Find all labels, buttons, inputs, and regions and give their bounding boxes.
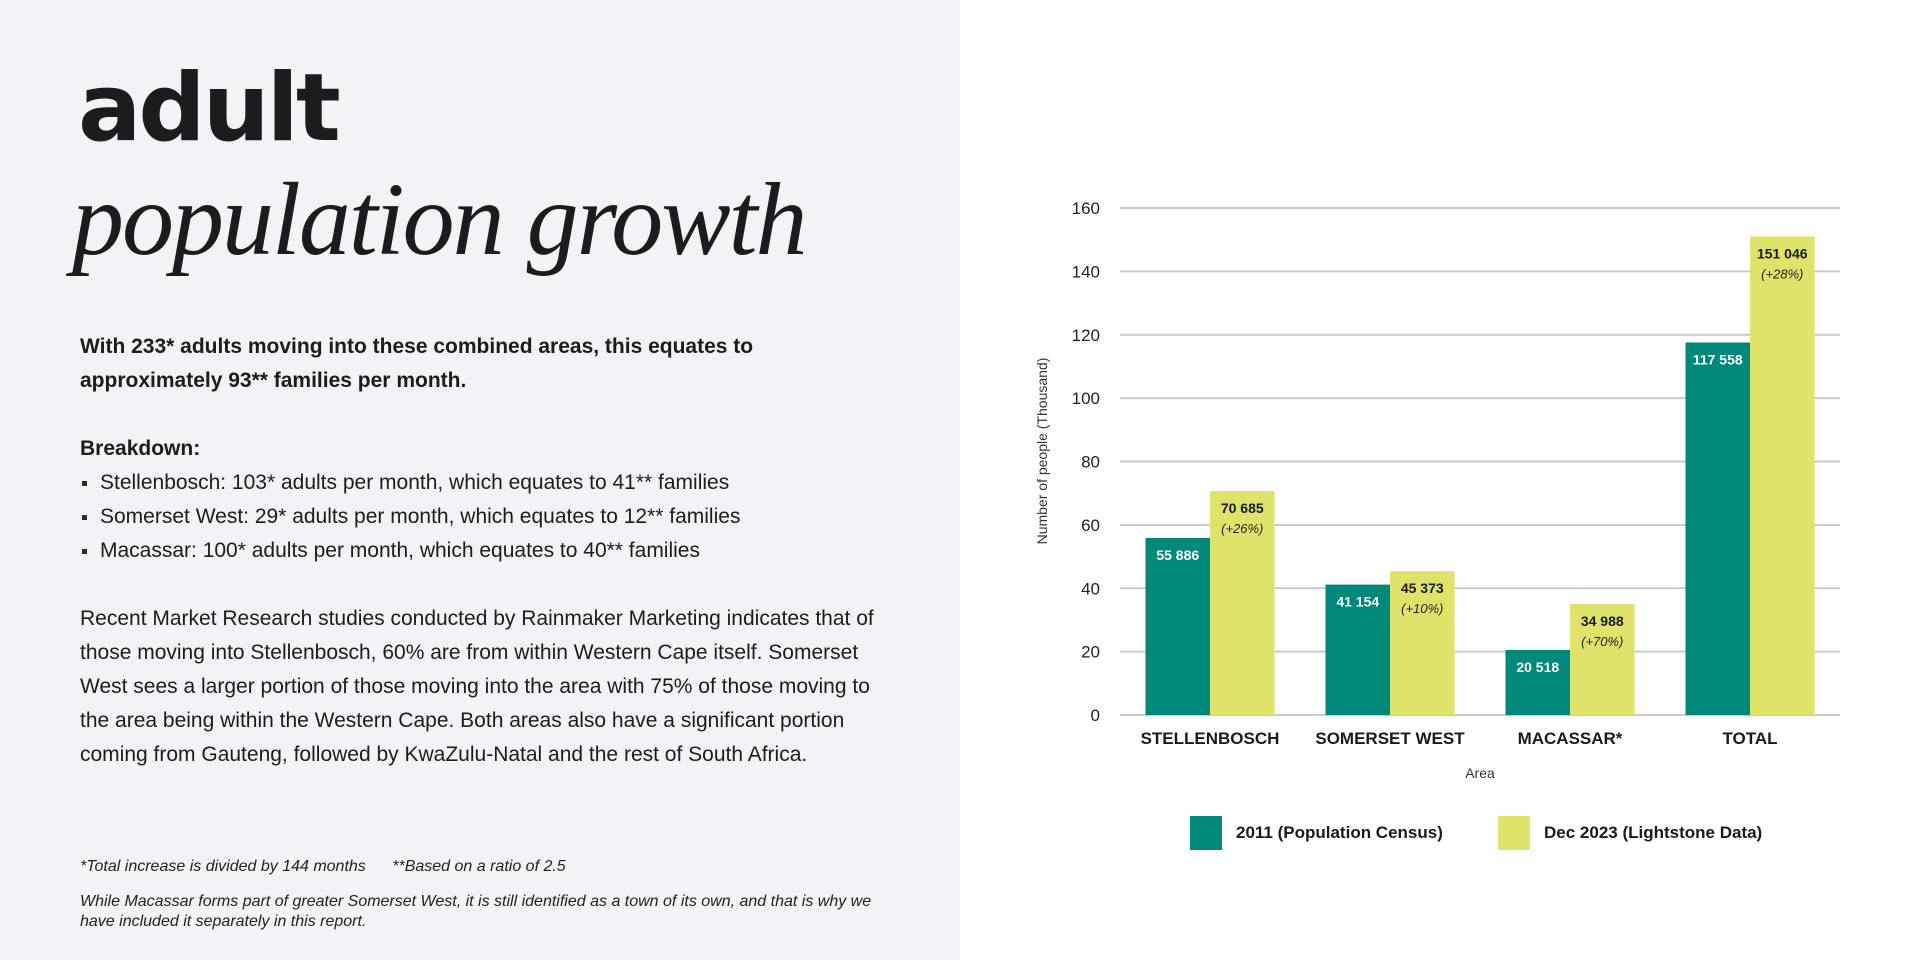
bar-change-label: (+10%) <box>1401 601 1443 616</box>
bar-value-label: 20 518 <box>1516 659 1559 675</box>
bar-2011 <box>1685 342 1750 715</box>
bar-2023 <box>1750 236 1815 715</box>
x-category-label: TOTAL <box>1722 729 1777 748</box>
breakdown-item: Stellenbosch: 103* adults per month, whi… <box>80 466 740 500</box>
y-axis-ticks: 0 20 40 60 80 100 120 140 160 <box>1072 199 1100 725</box>
x-category-label: STELLENBOSCH <box>1141 729 1280 748</box>
chart-panel: 0 20 40 60 80 100 120 140 160 55 886 70 685 (+26%)… <box>960 0 1920 960</box>
bar-2023 <box>1210 491 1275 715</box>
y-tick-label: 100 <box>1072 389 1100 408</box>
y-tick-label: 160 <box>1072 199 1100 218</box>
y-tick-label: 140 <box>1072 262 1100 281</box>
x-category-label: SOMERSET WEST <box>1315 729 1465 748</box>
data-labels: 55 886 70 685 (+26%) 41 154 45 373 (+10%) 20 5… <box>1156 245 1807 675</box>
breakdown-item: Somerset West: 29* adults per month, whi… <box>80 500 740 534</box>
bar-2023 <box>1390 571 1455 715</box>
breakdown-item-text: Stellenbosch: 103* adults per month, whi… <box>100 471 730 494</box>
legend-item-2011: 2011 (Population Census) <box>1190 816 1443 850</box>
legend-swatch-2023 <box>1498 816 1530 850</box>
bar-value-label: 117 558 <box>1693 351 1743 367</box>
bar-2023 <box>1570 604 1635 715</box>
y-tick-label: 0 <box>1091 706 1100 725</box>
legend-item-2023: Dec 2023 (Lightstone Data) <box>1498 816 1762 850</box>
bar-2011 <box>1145 537 1210 715</box>
footnotes: *Total increase is divided by 144 months… <box>80 858 566 876</box>
bullet-icon <box>82 480 87 486</box>
x-axis-categories: STELLENBOSCH SOMERSET WEST MACASSAR* TOTAL <box>1141 729 1778 748</box>
footnote-macassar: While Macassar forms part of greater Som… <box>80 893 872 930</box>
bar-2011 <box>1505 649 1570 715</box>
title-italic: population growth <box>72 162 808 277</box>
bar-value-label: 55 886 <box>1156 547 1199 563</box>
bar-value-label: 41 154 <box>1336 594 1379 610</box>
breakdown-heading: Breakdown: <box>80 437 201 460</box>
footnote-ratio: **Based on a ratio of 2.5 <box>392 858 566 875</box>
bar-change-label: (+28%) <box>1761 266 1803 281</box>
y-tick-label: 60 <box>1081 516 1100 535</box>
breakdown-item-text: Macassar: 100* adults per month, which e… <box>100 539 700 562</box>
y-tick-label: 120 <box>1072 326 1100 345</box>
bar-chart: 0 20 40 60 80 100 120 140 160 55 886 70 685 (+26%)… <box>1034 199 1840 781</box>
footnote-months: *Total increase is divided by 144 months <box>80 858 366 875</box>
y-tick-label: 80 <box>1081 453 1100 472</box>
legend-label-2011: 2011 (Population Census) <box>1236 823 1443 842</box>
research-paragraph: Recent Market Research studies conducted… <box>80 607 874 766</box>
bullet-icon <box>82 514 87 520</box>
x-category-label: MACASSAR* <box>1518 729 1623 748</box>
breakdown-item-text: Somerset West: 29* adults per month, whi… <box>100 505 741 528</box>
bar-value-label: 34 988 <box>1581 613 1624 629</box>
bar-value-label: 151 046 <box>1757 245 1808 261</box>
legend-label-2023: Dec 2023 (Lightstone Data) <box>1544 823 1763 842</box>
legend: 2011 (Population Census) Dec 2023 (Light… <box>960 816 1920 850</box>
legend-swatch-2011 <box>1190 816 1222 850</box>
bullet-icon <box>82 548 87 554</box>
bars <box>1145 236 1815 715</box>
bar-2011 <box>1325 584 1390 715</box>
x-axis-title: Area <box>1465 765 1495 781</box>
breakdown-list: Stellenbosch: 103* adults per month, whi… <box>80 466 740 568</box>
title-bold: adult <box>78 54 341 163</box>
bar-change-label: (+70%) <box>1581 634 1623 649</box>
breakdown-item: Macassar: 100* adults per month, which e… <box>80 534 740 568</box>
bar-value-label: 45 373 <box>1401 580 1444 596</box>
y-tick-label: 40 <box>1081 579 1100 598</box>
bar-change-label: (+26%) <box>1221 521 1263 536</box>
bar-value-label: 70 685 <box>1221 500 1264 516</box>
y-axis-title: Number of people (Thousand) <box>1034 358 1050 545</box>
intro-paragraph: With 233* adults moving into these combi… <box>80 335 754 392</box>
y-tick-label: 20 <box>1081 643 1100 662</box>
text-panel: adult population growth With 233* adults… <box>0 0 960 960</box>
